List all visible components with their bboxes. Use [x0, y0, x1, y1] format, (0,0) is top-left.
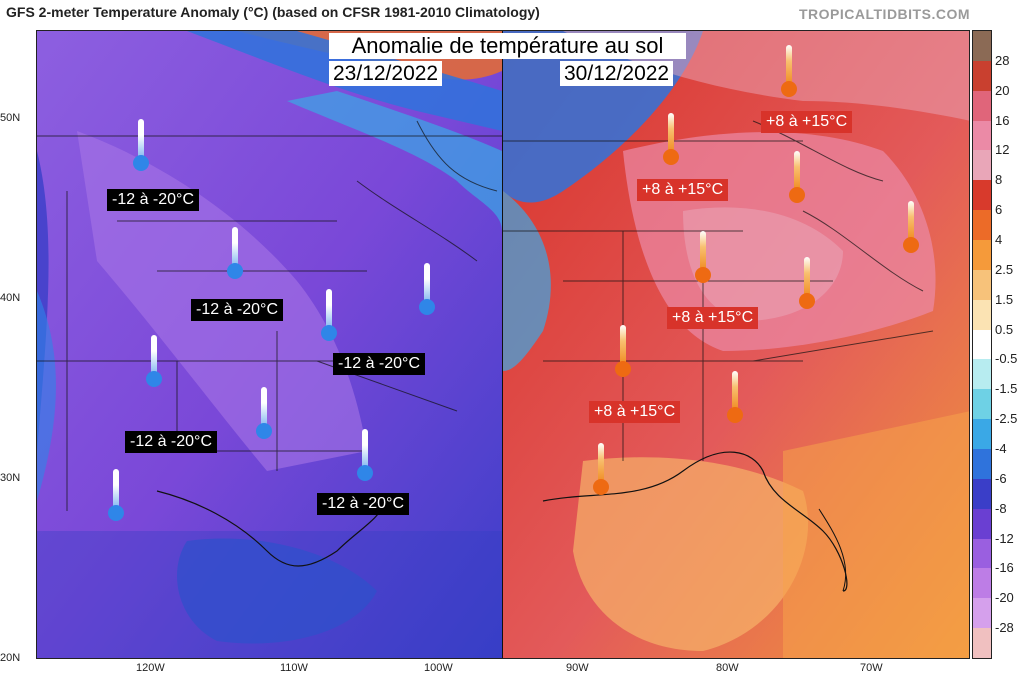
- colorbar-tick-label: -12: [995, 530, 1014, 546]
- colorbar-tick-label: -4: [995, 441, 1007, 456]
- warm-anomaly-map: [503, 31, 969, 658]
- latitude-label: 20N: [0, 652, 21, 664]
- colorbar-cell: [973, 478, 991, 510]
- temperature-colorbar: [972, 30, 992, 659]
- colorbar-tick-label: -28: [995, 620, 1014, 636]
- colorbar-tick-label: -2.5: [995, 411, 1018, 427]
- map-title: GFS 2-meter Temperature Anomaly (°C) (ba…: [6, 4, 540, 20]
- source-watermark: TROPICALTIDBITS.COM: [798, 6, 970, 22]
- colorbar-tick-label: 28: [995, 52, 1010, 68]
- colorbar-tick-label: -20: [995, 590, 1014, 606]
- thermometer-warm-icon: [789, 151, 805, 203]
- colorbar-cell: [973, 568, 991, 599]
- colorbar-cell: [973, 598, 991, 629]
- warm-anomaly-label: +8 à +15°C: [589, 401, 681, 423]
- colorbar-cell: [973, 180, 991, 211]
- date-right: 30/12/2022: [560, 61, 674, 86]
- colorbar-cell: [973, 269, 991, 301]
- thermometer-cold-icon: [321, 289, 337, 341]
- thermometer-cold-icon: [256, 387, 272, 439]
- colorbar-tick-label: -1.5: [995, 381, 1018, 397]
- colorbar-tick-label: -6: [995, 470, 1007, 486]
- map-frame: Anomalie de température au sol 23/12/202…: [36, 30, 970, 659]
- thermometer-cold-icon: [419, 263, 435, 315]
- thermometer-warm-icon: [781, 45, 797, 97]
- thermometer-warm-icon: [593, 443, 609, 495]
- colorbar-tick-label: 6: [995, 202, 1003, 218]
- cold-anomaly-label: -12 à -20°C: [107, 189, 199, 211]
- colorbar-cell: [973, 538, 991, 569]
- longitude-label: 80W: [716, 662, 739, 674]
- thermometer-warm-icon: [615, 325, 631, 377]
- warm-anomaly-label: +8 à +15°C: [667, 307, 759, 329]
- colorbar-cell: [973, 150, 991, 181]
- thermometer-warm-icon: [663, 113, 679, 165]
- colorbar-cell: [973, 60, 991, 92]
- cold-anomaly-label: -12 à -20°C: [125, 431, 217, 453]
- colorbar-tick-label: -16: [995, 560, 1014, 576]
- colorbar-tick-label: 12: [995, 142, 1010, 158]
- colorbar-cell: [973, 329, 991, 360]
- thermometer-cold-icon: [146, 335, 162, 387]
- overlay-title: Anomalie de température au sol: [329, 33, 686, 59]
- latitude-label: 40N: [0, 292, 21, 304]
- colorbar-tick-label: 1.5: [995, 291, 1014, 307]
- longitude-label: 90W: [566, 662, 589, 674]
- colorbar-cell: [973, 120, 991, 151]
- map-panel-right: [503, 31, 969, 658]
- thermometer-cold-icon: [357, 429, 373, 481]
- colorbar-cell: [973, 210, 991, 241]
- colorbar-cell: [973, 419, 991, 450]
- thermometer-warm-icon: [903, 201, 919, 253]
- date-left: 23/12/2022: [329, 61, 443, 86]
- colorbar-cell: [973, 449, 991, 480]
- colorbar-tick-label: 0.5: [995, 321, 1014, 337]
- colorbar-tick-label: -8: [995, 500, 1007, 516]
- colorbar-tick-label: -0.5: [995, 351, 1018, 367]
- longitude-label: 100W: [424, 662, 453, 674]
- colorbar-cell: [973, 389, 991, 420]
- warm-anomaly-label: +8 à +15°C: [637, 179, 729, 201]
- colorbar-cell: [973, 299, 991, 331]
- latitude-label: 50N: [0, 112, 21, 124]
- thermometer-cold-icon: [133, 119, 149, 171]
- longitude-label: 110W: [280, 662, 308, 674]
- longitude-label: 120W: [136, 662, 165, 674]
- thermometer-warm-icon: [799, 257, 815, 309]
- cold-anomaly-label: -12 à -20°C: [191, 299, 283, 321]
- colorbar-tick-label: 4: [995, 232, 1003, 247]
- colorbar-cell: [973, 90, 991, 122]
- thermometer-cold-icon: [227, 227, 243, 279]
- map-panel-left: [37, 31, 502, 658]
- cold-anomaly-label: -12 à -20°C: [333, 353, 425, 375]
- cold-anomaly-map: [37, 31, 502, 658]
- colorbar-tick-label: 20: [995, 82, 1010, 98]
- colorbar-cell: [973, 508, 991, 540]
- warm-anomaly-label: +8 à +15°C: [761, 111, 853, 133]
- thermometer-warm-icon: [695, 231, 711, 283]
- colorbar-tick-label: 8: [995, 172, 1003, 188]
- colorbar-tick-label: 16: [995, 112, 1010, 128]
- thermometer-cold-icon: [108, 469, 124, 521]
- colorbar-tick-label: 2.5: [995, 261, 1014, 277]
- longitude-label: 70W: [860, 662, 883, 674]
- cold-anomaly-label: -12 à -20°C: [317, 493, 409, 515]
- latitude-label: 30N: [0, 472, 21, 484]
- colorbar-cell: [973, 31, 991, 62]
- colorbar-cell: [973, 359, 991, 390]
- colorbar-cell: [973, 240, 991, 271]
- colorbar-cell: [973, 628, 991, 659]
- thermometer-warm-icon: [727, 371, 743, 423]
